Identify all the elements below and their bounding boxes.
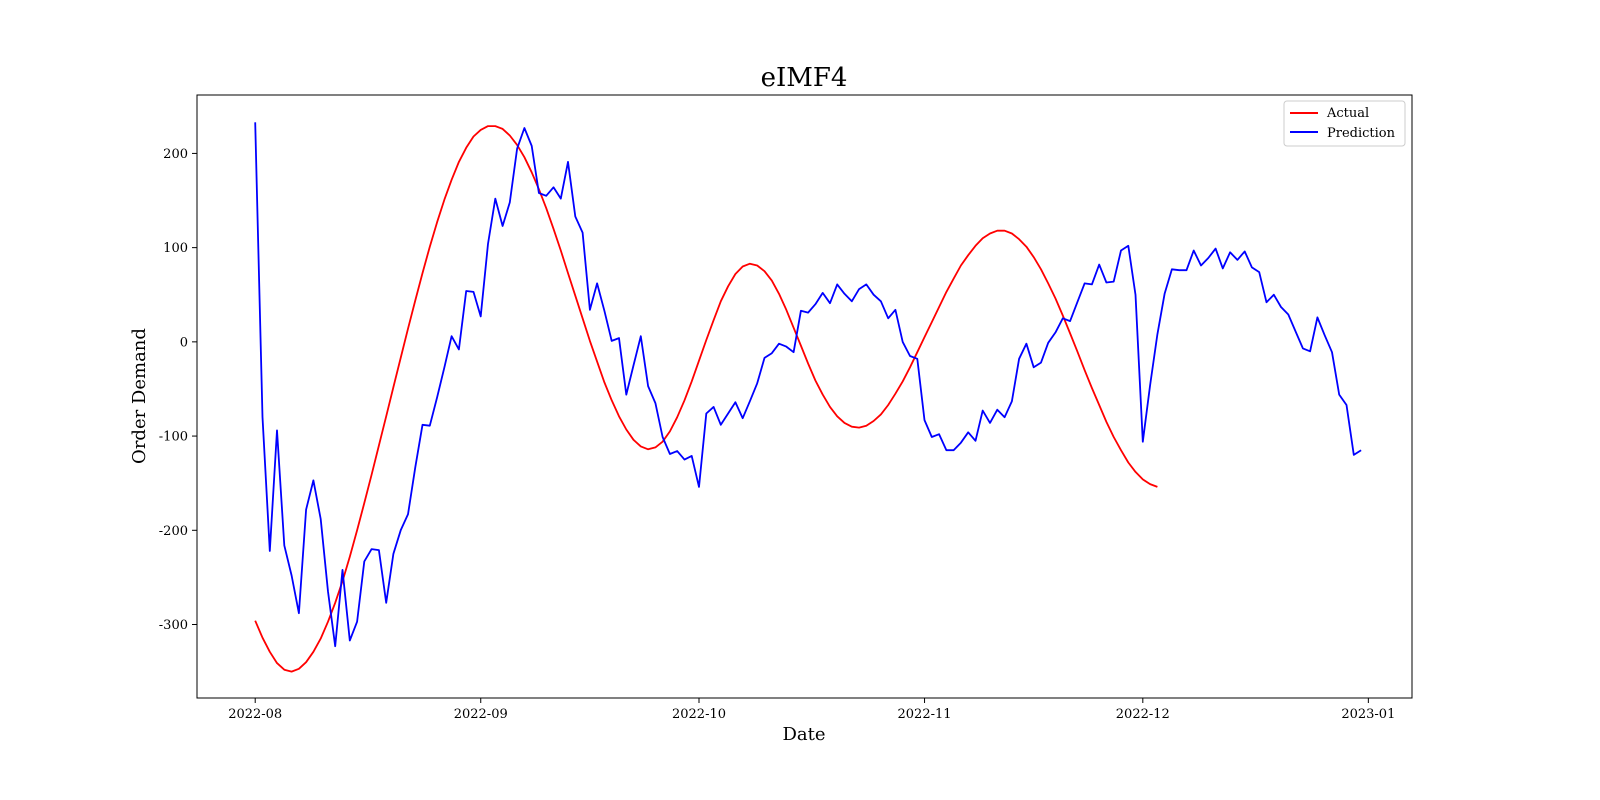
y-tick-label: 0 — [180, 335, 188, 350]
x-axis-label: Date — [782, 724, 825, 745]
y-tick-label: 200 — [163, 147, 188, 162]
y-axis: 200 100 0 -100 -200 -300 — [159, 147, 197, 633]
y-tick-label: 100 — [163, 241, 188, 256]
x-tick-label: 2022-09 — [454, 707, 508, 722]
y-tick-label: -200 — [159, 524, 188, 539]
chart-title: eIMF4 — [761, 63, 848, 93]
x-tick-label: 2022-12 — [1116, 707, 1170, 722]
x-tick-label: 2022-10 — [672, 707, 726, 722]
y-tick-label: -100 — [159, 430, 188, 445]
x-axis: 2022-08 2022-09 2022-10 2022-11 2022-12 2023-… — [228, 698, 1395, 722]
legend: Actual Prediction — [1283, 100, 1406, 147]
x-tick-label: 2023-01 — [1341, 707, 1395, 722]
legend-label-prediction: Prediction — [1327, 126, 1396, 141]
plot-frame — [196, 94, 1413, 699]
plot-lines — [254, 122, 1362, 673]
x-tick-label: 2022-08 — [228, 707, 282, 722]
series-line-prediction — [254, 122, 1362, 648]
x-tick-label: 2022-11 — [898, 707, 952, 722]
y-tick-label: -300 — [159, 618, 188, 633]
series-line-actual — [254, 125, 1158, 673]
legend-label-actual: Actual — [1326, 106, 1369, 121]
y-axis-label: Order Demand — [129, 328, 150, 464]
